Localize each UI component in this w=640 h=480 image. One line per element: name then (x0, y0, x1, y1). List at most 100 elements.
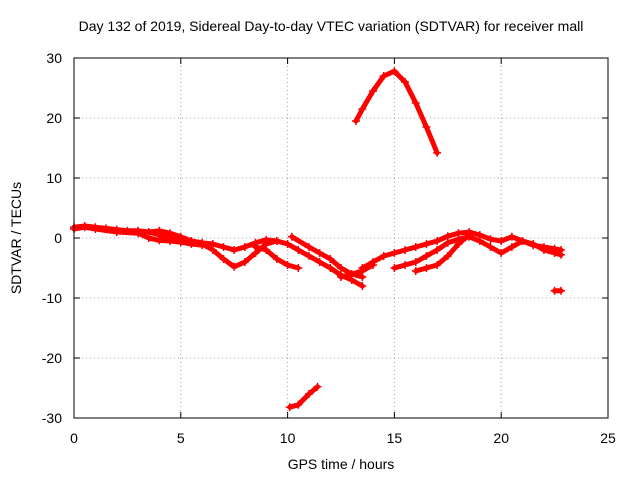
data-point (304, 390, 313, 398)
y-tick-label: 10 (46, 170, 62, 186)
y-tick-label: 30 (46, 50, 62, 66)
data-point (422, 264, 431, 272)
data-point (443, 238, 452, 247)
data-point (497, 249, 506, 257)
data-point (283, 261, 292, 269)
data-point (486, 235, 495, 244)
data-point (294, 400, 303, 409)
data-point (304, 252, 313, 260)
data-point (422, 252, 431, 260)
data-point (379, 72, 388, 80)
series-line (338, 262, 376, 280)
data-point (155, 231, 164, 239)
data-point (486, 243, 495, 251)
chart-title: Day 132 of 2019, Sidereal Day-to-day VTE… (78, 18, 584, 34)
data-point (294, 246, 303, 254)
data-point (390, 67, 399, 76)
x-tick-label: 5 (177, 430, 185, 446)
data-point (497, 237, 506, 245)
data-point (550, 249, 559, 257)
data-point (401, 78, 410, 86)
series-line (287, 384, 320, 410)
data-point (411, 258, 420, 266)
data-point (272, 237, 281, 245)
data-point (454, 240, 463, 248)
data-point (272, 255, 281, 263)
x-tick-label: 0 (70, 430, 78, 446)
series-arc-11 (285, 382, 322, 412)
data-point (294, 264, 303, 272)
data-point (358, 264, 367, 272)
data-point (304, 243, 313, 251)
y-tick-label: -20 (42, 350, 62, 366)
data-point (401, 246, 410, 254)
data-point (176, 237, 185, 245)
data-point (351, 117, 360, 125)
data-point (219, 243, 228, 251)
data-point (198, 240, 207, 248)
data-point (518, 237, 527, 245)
series-arc-10 (351, 67, 442, 157)
data-point (208, 246, 217, 254)
data-point (433, 261, 442, 269)
data-point (144, 228, 153, 236)
data-point (230, 246, 239, 254)
x-tick-label: 15 (387, 430, 403, 446)
data-point (313, 382, 322, 391)
y-tick-label: -10 (42, 290, 62, 306)
y-tick-label: -30 (42, 410, 62, 426)
data-point (285, 403, 294, 412)
data-point (422, 240, 431, 248)
data-point (369, 87, 378, 95)
data-point (557, 286, 566, 295)
x-tick-label: 25 (600, 430, 616, 446)
series-arc-7 (358, 228, 566, 272)
data-point (390, 249, 399, 257)
data-point (326, 264, 335, 272)
data-point (219, 255, 228, 263)
data-point (287, 232, 296, 241)
data-point (475, 237, 484, 245)
data-point (347, 270, 356, 278)
data-point (262, 246, 271, 254)
data-point (283, 240, 292, 248)
data-point (326, 255, 335, 263)
series-arc-4 (251, 243, 303, 272)
data-point (358, 105, 367, 113)
data-point (539, 246, 548, 254)
data-point (379, 252, 388, 260)
data-point (443, 252, 452, 260)
data-point (557, 250, 566, 259)
data-point (337, 264, 345, 272)
data-point (411, 99, 420, 107)
y-tick-label: 20 (46, 110, 62, 126)
data-point (401, 261, 410, 269)
series-arc-12 (550, 286, 566, 295)
data-point (112, 228, 121, 236)
series-line (353, 68, 440, 156)
data-point (230, 262, 239, 271)
data-point (433, 237, 442, 245)
data-point (422, 123, 431, 131)
data-point (411, 243, 420, 251)
y-tick-label: 0 (54, 230, 62, 246)
data-point (91, 225, 100, 233)
data-point (315, 249, 324, 257)
data-point (337, 273, 345, 281)
axis-ticks: 0 5 10 15 20 25 -30 -20 -10 0 10 20 30 (42, 50, 616, 446)
data-point (465, 231, 474, 239)
data-point (433, 246, 442, 254)
data-point (315, 258, 324, 266)
data-series (70, 67, 566, 412)
data-point (240, 243, 249, 251)
data-point (507, 243, 516, 251)
x-tick-label: 20 (493, 430, 509, 446)
data-point (433, 148, 442, 157)
x-tick-label: 10 (280, 430, 296, 446)
series-arc-8 (390, 232, 566, 272)
data-point (80, 223, 89, 232)
data-point (529, 240, 538, 248)
data-point (369, 258, 378, 266)
data-point (251, 243, 260, 251)
